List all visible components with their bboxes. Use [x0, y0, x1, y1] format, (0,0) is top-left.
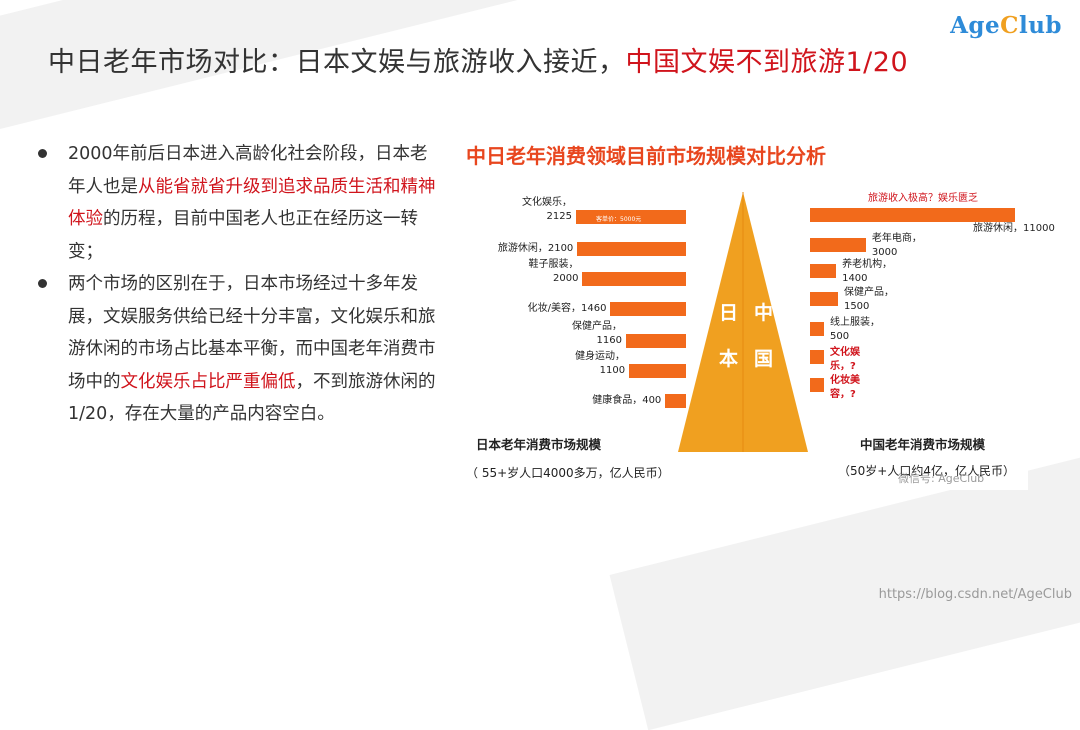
market-comparison-chart: 中日老年消费领域目前市场规模对比分析 日 本 中 国 旅游收入极高？娱乐匮乏 文…	[458, 130, 1055, 490]
china-bar-label: 旅游休闲，11000	[973, 223, 1055, 234]
china-bar-label: 文化娱 乐，?	[830, 347, 860, 372]
bullet-item: 2000年前后日本进入高龄化社会阶段，日本老年人也是从能省就省升级到追求品质生活…	[38, 138, 438, 268]
ageclub-logo: AgeClub	[950, 12, 1062, 39]
japan-bar-label: 保健产品， 1160	[571, 321, 622, 346]
japan-footer-title: 日本老年消费市场规模	[476, 437, 602, 452]
bullet-list: 2000年前后日本进入高龄化社会阶段，日本老年人也是从能省就省升级到追求品质生活…	[38, 138, 438, 431]
japan-bar-label: 文化娱乐， 2125	[522, 197, 572, 222]
china-bar-label: 保健产品， 1500	[843, 287, 894, 312]
japan-bar	[577, 242, 686, 256]
price-annotation: 客单价：5000元	[596, 216, 642, 223]
japan-footer-sub: （ 55+岁人口4000多万，亿人民币）	[466, 466, 670, 480]
japan-bar	[665, 394, 686, 408]
china-bar	[810, 264, 837, 278]
triangle-char-china-1: 中	[754, 302, 774, 324]
china-question-note: 旅游收入极高？娱乐匮乏	[868, 193, 978, 204]
source-url: https://blog.csdn.net/AgeClub	[878, 587, 1072, 602]
china-footer-title: 中国老年消费市场规模	[860, 437, 986, 452]
japan-bar	[610, 302, 686, 316]
title-prefix: 中日老年市场对比：日本文娱与旅游收入接近，	[48, 47, 626, 78]
japan-bar-label: 健身运动， 1100	[575, 351, 626, 376]
china-bar	[810, 350, 824, 364]
japan-bar	[629, 364, 686, 378]
china-bar	[810, 322, 824, 336]
chart-title: 中日老年消费领域目前市场规模对比分析	[466, 144, 826, 168]
japan-bar-label: 鞋子服装， 2000	[528, 259, 579, 284]
triangle-char-china-2: 国	[754, 348, 774, 370]
triangle-char-japan-1: 日	[719, 302, 739, 324]
page-title: 中日老年市场对比：日本文娱与旅游收入接近，中国文娱不到旅游1/20	[48, 40, 908, 79]
china-bar	[810, 238, 866, 252]
china-footer-sub: （50岁+人口约4亿，亿人民币）	[838, 464, 1015, 478]
china-bar-label: 养老机构， 1400	[842, 259, 893, 284]
china-bar-label: 线上服装， 500	[830, 317, 880, 342]
china-bar	[810, 378, 824, 392]
china-bar-label: 老年电商， 3000	[871, 233, 922, 258]
bullet-item: 两个市场的区别在于，日本市场经过十多年发展，文娱服务供给已经十分丰富，文化娱乐和…	[38, 268, 438, 431]
china-bar	[810, 208, 1015, 222]
japan-bar	[582, 272, 686, 286]
japan-bar-label: 旅游休闲，2100	[497, 243, 574, 254]
chart-watermark: 微信号: AgeClub	[898, 472, 985, 485]
japan-bar-label: 健康食品，400	[592, 395, 662, 406]
bullet-dot-icon	[38, 279, 47, 288]
china-bar	[810, 292, 838, 306]
chart-triangle-svg	[678, 192, 808, 452]
triangle-char-japan-2: 本	[719, 348, 739, 370]
title-highlight: 中国文娱不到旅游1/20	[625, 47, 909, 78]
china-bar-label: 化妆美 容，?	[830, 375, 860, 400]
japan-bar	[625, 334, 686, 348]
japan-bar	[576, 210, 686, 224]
bullet-dot-icon	[38, 149, 47, 158]
japan-bar-label: 化妆/美容，1460	[527, 303, 607, 314]
